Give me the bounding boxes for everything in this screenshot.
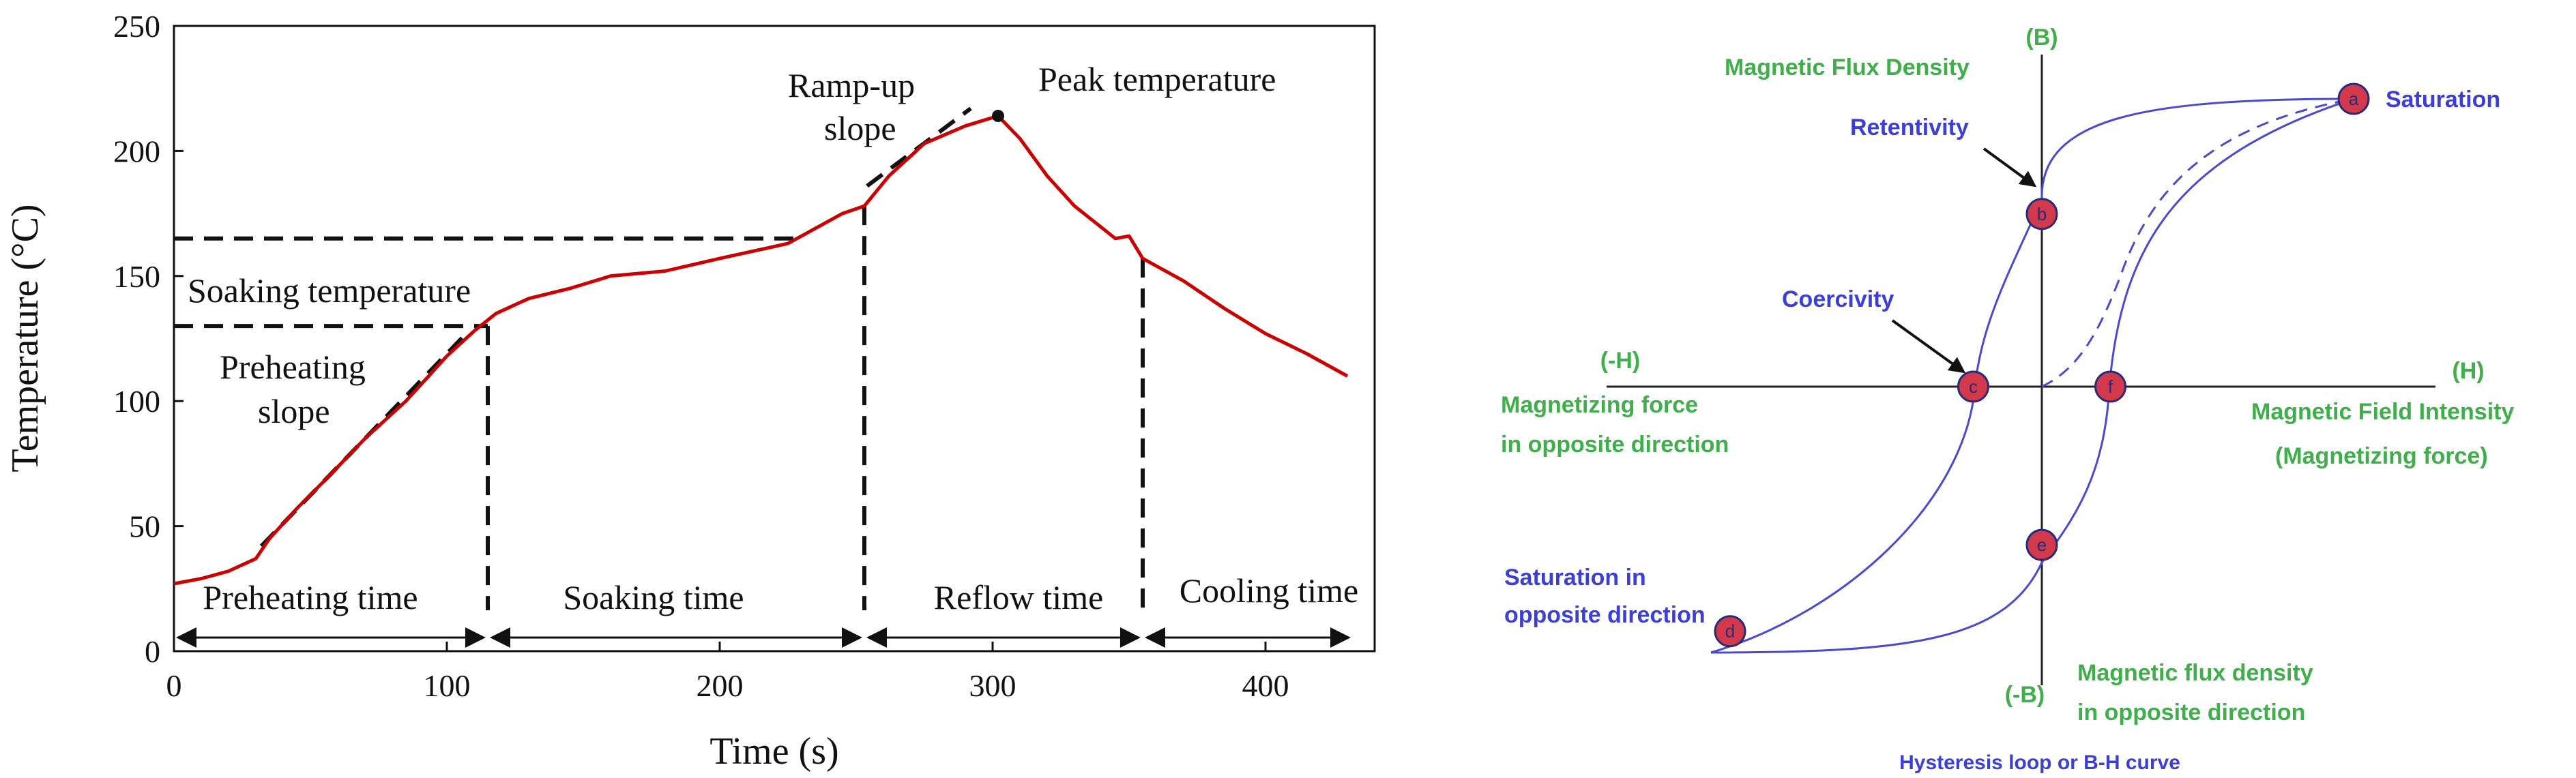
x-tick-label: 300 (969, 668, 1016, 703)
phase-label-preheating: Preheating time (203, 578, 418, 616)
bh-points: a b c d e f (1714, 83, 2370, 648)
bh-point-c (1957, 370, 1989, 403)
bh-point-e (2025, 528, 2058, 561)
preheating-slope-label-1: Preheating (220, 348, 366, 386)
temperature-series-line (173, 114, 1349, 586)
flux-density-opp-label-1: Magnetic flux density (2077, 660, 2313, 686)
x-tick-label: 400 (1242, 668, 1289, 703)
flux-density-label: Magnetic Flux Density (1725, 55, 1970, 80)
bh-point-label-d: d (1725, 621, 1735, 642)
field-intensity-label-2: (Magnetizing force) (2275, 443, 2488, 469)
h-axis-positive-label: (H) (2452, 358, 2484, 384)
reflow-profile-chart: 0 50 100 150 200 250 0 100 200 300 400 Time (s) T… (4, 9, 1376, 773)
saturation-opp-label-2: opposite direction (1504, 602, 1706, 628)
bh-point-f (2094, 370, 2127, 403)
y-tick-label: 50 (129, 509, 160, 544)
x-axis-ticks: 0 100 200 300 400 (166, 642, 1289, 703)
reflow-plot-frame (173, 25, 1376, 653)
b-axis-positive-label: (B) (2025, 25, 2058, 50)
flux-density-opp-label-2: in opposite direction (2077, 700, 2305, 725)
phase-label-cooling: Cooling time (1180, 571, 1359, 610)
y-tick-label: 250 (113, 9, 160, 44)
x-tick-label: 200 (697, 668, 744, 703)
h-axis-negative-label: (-H) (1600, 348, 1641, 374)
y-tick-label: 0 (145, 634, 160, 669)
coercivity-label: Coercivity (1782, 286, 1894, 312)
y-axis-ticks: 0 50 100 150 200 250 (113, 9, 184, 669)
ramp-up-slope-label-2: slope (824, 109, 896, 147)
y-axis-title: Temperature (°C) (4, 204, 46, 472)
preheating-slope-line (259, 329, 471, 548)
bh-point-label-f: f (2108, 376, 2113, 397)
bh-point-b (2025, 198, 2058, 230)
preheating-slope-label-2: slope (258, 392, 330, 430)
bh-point-label-a: a (2349, 89, 2359, 109)
field-intensity-label-1: Magnetic Field Intensity (2251, 399, 2514, 425)
x-tick-label: 0 (166, 668, 182, 703)
magnetizing-force-opp-label-1: Magnetizing force (1501, 392, 1698, 418)
bh-point-label-c: c (1969, 376, 1978, 397)
ramp-up-slope-label-1: Ramp-up (788, 66, 915, 104)
y-tick-label: 200 (113, 134, 160, 168)
retentivity-pointer (1982, 147, 2037, 188)
retentivity-label: Retentivity (1850, 115, 1969, 140)
soaking-temperature-label: Soaking temperature (188, 271, 471, 310)
phase-label-soaking: Soaking time (563, 578, 744, 616)
saturation-label: Saturation (2386, 87, 2500, 113)
y-tick-label: 150 (113, 259, 160, 294)
saturation-opp-label-1: Saturation in (1504, 565, 1646, 590)
coercivity-pointer (1891, 319, 1966, 374)
bh-point-label-b: b (2037, 204, 2047, 224)
hysteresis-diagram: a b c d e f (B) (-B) (H) (-H) Magnetic Flux D… (1501, 25, 2514, 774)
peak-point-marker (992, 110, 1004, 123)
bh-point-a (2337, 83, 2370, 115)
reference-lines (174, 106, 1145, 610)
bh-point-d (1714, 615, 1746, 648)
magnetizing-force-opp-label-2: in opposite direction (1501, 432, 1729, 458)
diagram-title: Hysteresis loop or B-H curve (1899, 751, 2180, 774)
y-tick-label: 100 (113, 384, 160, 419)
phase-label-reflow: Reflow time (934, 578, 1104, 616)
hysteresis-lower-branch (1710, 98, 2354, 654)
hysteresis-upper-branch (1710, 98, 2354, 654)
b-axis-negative-label: (-B) (2005, 682, 2045, 708)
initial-magnetization-curve (2041, 98, 2354, 388)
x-tick-label: 100 (424, 668, 471, 703)
bh-point-label-e: e (2037, 535, 2047, 555)
peak-temperature-label: Peak temperature (1038, 60, 1276, 98)
x-axis-title: Time (s) (709, 730, 838, 773)
